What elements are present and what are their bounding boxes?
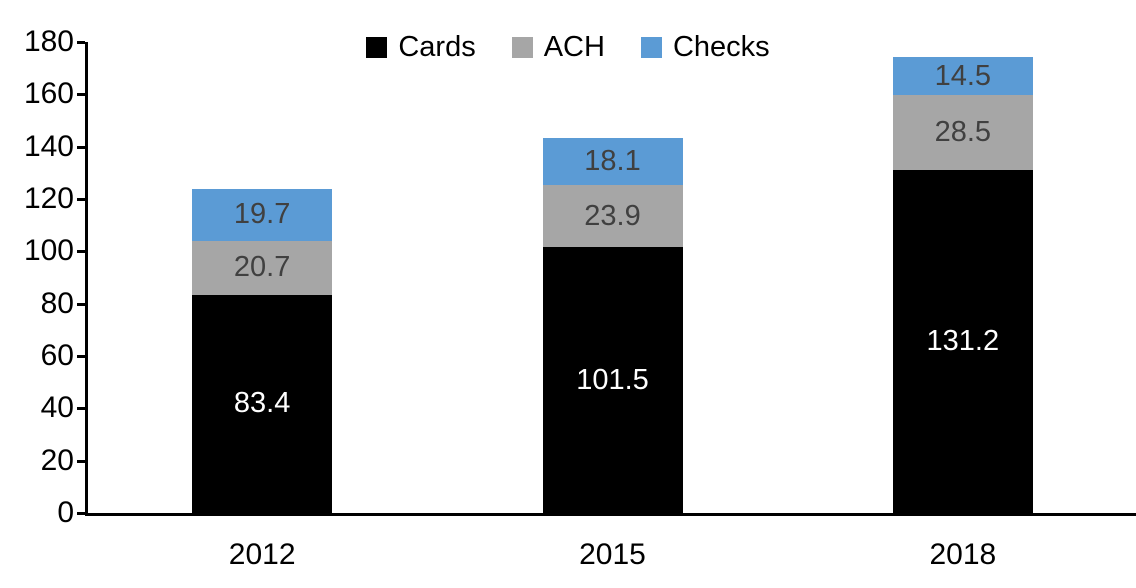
- legend-label-cards: Cards: [398, 31, 476, 63]
- bar-value-label-cards-2018: 131.2: [926, 324, 1000, 357]
- y-axis-line: [85, 42, 88, 516]
- bar-segment-ach-2015: 23.9: [542, 184, 683, 248]
- y-axis-label-100: 100: [23, 234, 74, 268]
- bar-value-label-ach-2012: 20.7: [233, 251, 291, 284]
- bar-segment-cards-2018: 131.2: [892, 169, 1033, 513]
- legend-swatch-cards-icon: [366, 37, 388, 58]
- legend-item-ach: ACH: [511, 31, 605, 63]
- bar-segment-checks-2015: 18.1: [542, 137, 683, 185]
- y-axis-label-160: 160: [23, 77, 74, 111]
- legend-item-checks: Checks: [640, 31, 770, 63]
- bar-segment-cards-2012: 83.4: [192, 294, 333, 513]
- bar-segment-cards-2015: 101.5: [542, 247, 683, 513]
- x-axis-label-2015: 2015: [579, 538, 646, 571]
- y-axis-label-80: 80: [40, 286, 74, 320]
- y-axis-label-0: 0: [57, 496, 74, 529]
- y-axis-tick-0: [77, 512, 85, 515]
- bar-segment-checks-2012: 19.7: [192, 189, 333, 241]
- bar-value-label-checks-2018: 14.5: [934, 59, 992, 92]
- bar-value-label-ach-2015: 23.9: [584, 199, 641, 232]
- y-axis-tick-100: [77, 250, 85, 254]
- bar-value-label-ach-2018: 28.5: [934, 115, 992, 148]
- y-axis-tick-80: [77, 302, 85, 306]
- y-axis-tick-60: [77, 355, 85, 358]
- legend-item-cards: Cards: [366, 31, 476, 63]
- x-axis-label-2018: 2018: [929, 538, 997, 571]
- y-axis-label-40: 40: [40, 391, 74, 425]
- bar-value-label-checks-2015: 18.1: [584, 144, 641, 177]
- y-axis-tick-140: [77, 145, 85, 149]
- y-axis-tick-180: [77, 41, 85, 44]
- bar-segment-checks-2018: 14.5: [892, 57, 1033, 96]
- y-axis-tick-40: [77, 407, 85, 411]
- bar-value-label-cards-2015: 101.5: [576, 363, 649, 396]
- x-axis-line: [85, 513, 1136, 516]
- legend-swatch-checks-icon: [640, 37, 662, 58]
- bar-segment-ach-2018: 28.5: [892, 95, 1033, 170]
- y-axis-tick-20: [77, 459, 85, 463]
- y-axis-label-180: 180: [23, 25, 74, 58]
- y-axis-tick-120: [77, 198, 85, 201]
- chart-legend: Cards ACH Checks: [0, 33, 1136, 62]
- y-axis-label-120: 120: [23, 182, 74, 215]
- legend-swatch-ach-icon: [511, 37, 533, 58]
- y-axis-tick-160: [77, 93, 85, 97]
- y-axis-label-20: 20: [40, 443, 74, 477]
- bar-segment-ach-2012: 20.7: [192, 240, 333, 295]
- legend-label-ach: ACH: [543, 31, 605, 63]
- y-axis-label-140: 140: [23, 129, 74, 163]
- x-axis-label-2012: 2012: [228, 538, 296, 571]
- bar-value-label-cards-2012: 83.4: [233, 387, 291, 420]
- bar-value-label-checks-2012: 19.7: [233, 198, 291, 231]
- legend-label-checks: Checks: [672, 31, 770, 63]
- y-axis-label-60: 60: [40, 339, 74, 372]
